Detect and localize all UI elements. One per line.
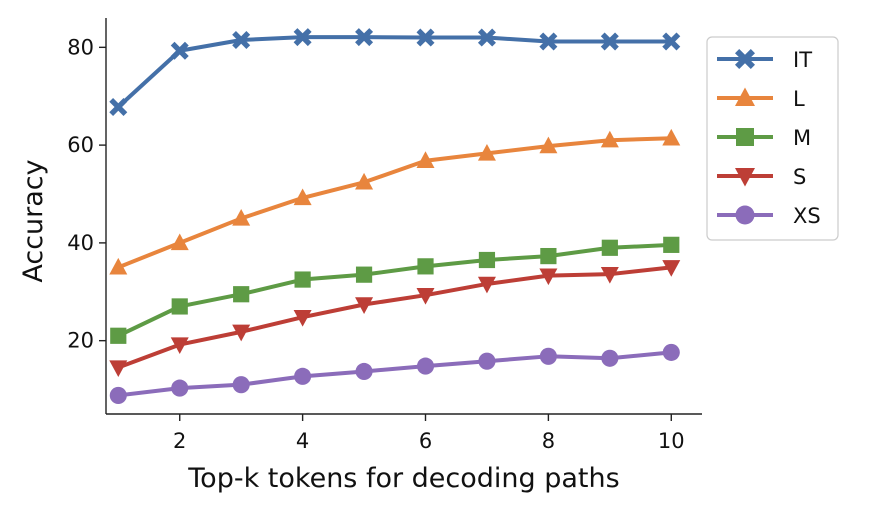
data-point-xs <box>601 349 619 367</box>
data-point-it <box>232 31 251 49</box>
data-point-l <box>232 208 251 226</box>
data-point-s <box>416 288 435 305</box>
data-point-m <box>601 239 618 256</box>
y-tick-label: 40 <box>67 231 94 255</box>
data-point-m <box>294 271 311 288</box>
data-point-it <box>477 28 496 47</box>
x-tick-label: 4 <box>296 429 309 453</box>
plot-area <box>109 28 681 404</box>
x-tick-label: 10 <box>658 429 685 453</box>
x-tick-label: 6 <box>419 429 432 453</box>
data-point-m <box>110 327 127 344</box>
legend-label-l: L <box>793 87 805 111</box>
y-axis-label: Accuracy <box>18 159 49 282</box>
data-point-xs <box>109 386 127 404</box>
data-point-xs <box>416 357 435 375</box>
data-point-s <box>355 297 374 314</box>
y-tick-label: 80 <box>67 35 94 59</box>
data-point-xs <box>355 362 373 381</box>
legend-label-it: IT <box>793 48 812 72</box>
data-point-l <box>600 130 619 148</box>
legend-marker-m <box>736 128 754 146</box>
data-point-it <box>416 28 435 47</box>
axes: 20 40 60 80 2 4 6 8 10 <box>67 18 702 453</box>
series-m <box>110 236 680 344</box>
data-point-s <box>477 276 496 294</box>
data-point-m <box>355 266 373 283</box>
legend-marker-xs <box>735 205 755 225</box>
series-line-m <box>117 242 672 338</box>
legend-label-xs: XS <box>793 204 821 228</box>
legend: IT LMS XS <box>706 36 839 241</box>
data-point-xs <box>478 352 496 370</box>
x-axis-label: Top-k tokens for decoding paths <box>187 463 619 494</box>
series-line-s <box>117 265 672 370</box>
data-point-l <box>293 188 312 206</box>
data-point-it <box>170 41 189 60</box>
data-point-it <box>109 97 128 116</box>
legend-entry-s: S <box>717 165 806 189</box>
legend-label-m: M <box>793 126 811 150</box>
data-point-s <box>232 324 251 342</box>
x-tick-label: 2 <box>173 429 186 453</box>
series-it <box>109 28 681 116</box>
data-point-it <box>539 32 558 51</box>
data-point-m <box>417 258 434 275</box>
data-point-m <box>478 251 496 269</box>
legend-entry-m: M <box>717 126 811 150</box>
data-point-m <box>171 298 188 315</box>
data-point-it <box>662 32 681 51</box>
legend-marker-l <box>735 87 755 106</box>
data-point-m <box>233 286 250 303</box>
data-point-xs <box>171 379 189 397</box>
legend-entry-xs: XS <box>717 204 821 228</box>
legend-marker-s <box>735 168 755 187</box>
legend-marker-it <box>735 49 755 69</box>
data-point-m <box>540 247 557 265</box>
data-point-l <box>355 172 374 190</box>
data-point-l <box>416 151 435 168</box>
data-point-l <box>170 233 189 251</box>
x-tick-label: 8 <box>542 429 555 453</box>
data-point-s <box>109 360 128 378</box>
data-point-s <box>170 337 189 355</box>
series-s <box>109 260 681 378</box>
data-point-s <box>600 266 619 284</box>
data-point-xs <box>294 367 312 385</box>
data-point-xs <box>232 376 250 394</box>
legend-entry-it: IT <box>717 48 812 72</box>
series-line-l <box>117 136 672 270</box>
data-point-s <box>539 268 558 286</box>
series-l <box>109 128 681 275</box>
data-point-m <box>663 236 680 253</box>
data-point-l <box>109 257 128 275</box>
y-tick-label: 20 <box>67 329 94 353</box>
legend-entry-l: L <box>717 87 805 111</box>
data-point-s <box>293 310 312 327</box>
data-point-it <box>355 28 374 47</box>
data-point-l <box>477 143 496 161</box>
data-point-l <box>539 136 558 154</box>
data-point-xs <box>539 347 557 365</box>
series-line-xs <box>118 350 672 398</box>
y-tick-label: 60 <box>67 133 94 157</box>
data-point-s <box>662 260 681 277</box>
data-point-xs <box>662 343 680 361</box>
legend-label-s: S <box>793 165 806 189</box>
series-xs <box>109 343 680 404</box>
data-point-it <box>600 32 619 51</box>
data-point-it <box>293 28 312 47</box>
data-point-l <box>662 128 681 146</box>
series-line-it <box>116 35 672 109</box>
